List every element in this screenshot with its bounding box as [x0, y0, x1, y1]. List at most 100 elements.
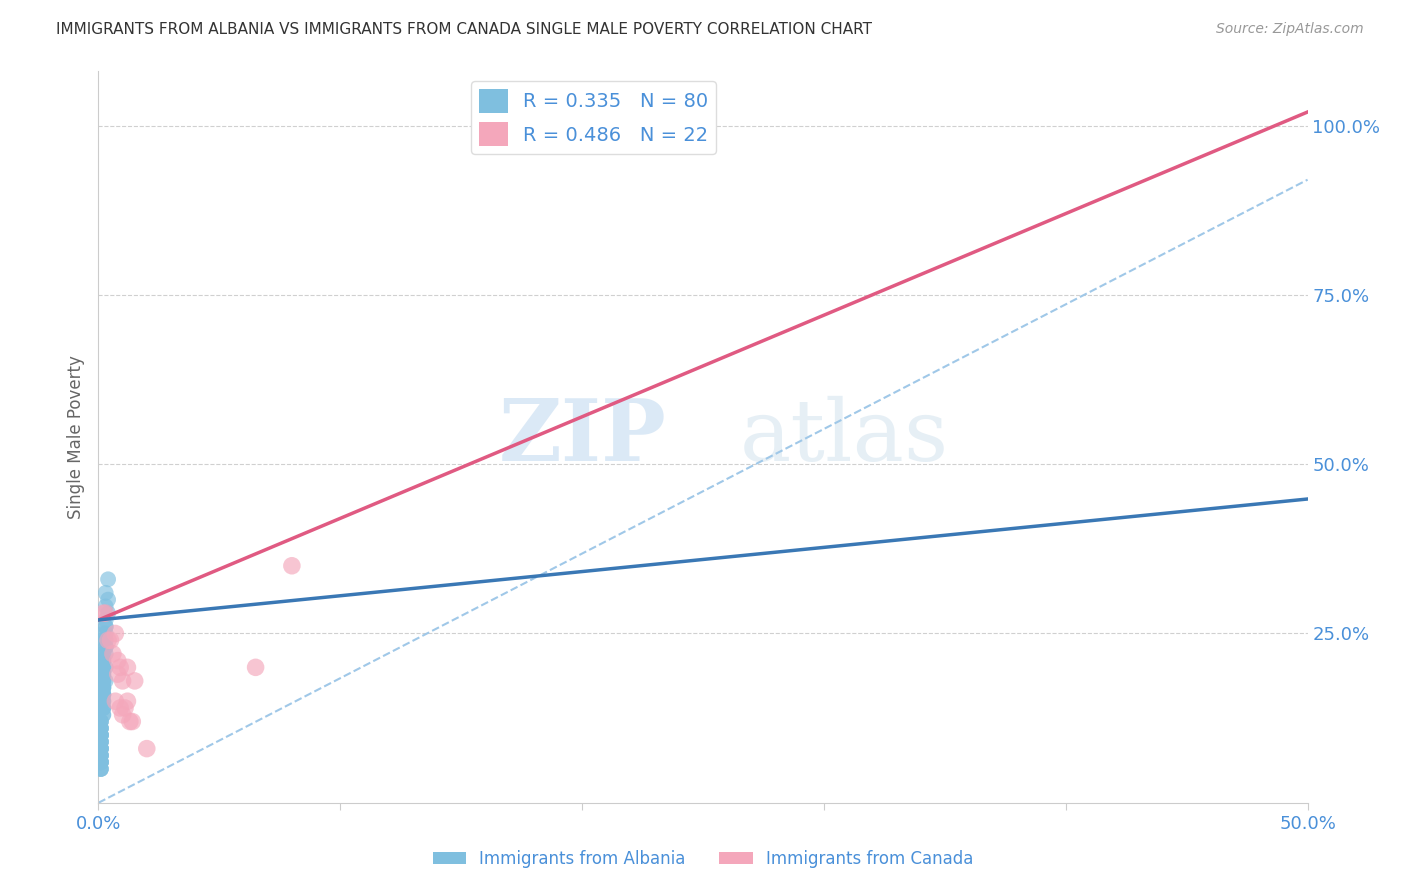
Point	[90, 748, 112, 763]
Point	[100, 633, 122, 648]
Point	[91, 654, 114, 668]
Point	[117, 694, 139, 708]
Point	[91, 707, 114, 722]
Point	[91, 660, 114, 674]
Point	[94, 626, 117, 640]
Point	[107, 654, 129, 668]
Point	[90, 755, 112, 769]
Point	[91, 667, 114, 681]
Point	[91, 647, 114, 661]
Point	[91, 606, 114, 620]
Point	[107, 667, 129, 681]
Point	[94, 660, 117, 674]
Point	[90, 721, 112, 735]
Point	[91, 654, 114, 668]
Point	[91, 681, 114, 695]
Point	[90, 755, 112, 769]
Point	[94, 640, 117, 654]
Point	[90, 748, 112, 763]
Point	[94, 640, 117, 654]
Point	[91, 647, 114, 661]
Text: IMMIGRANTS FROM ALBANIA VS IMMIGRANTS FROM CANADA SINGLE MALE POVERTY CORRELATIO: IMMIGRANTS FROM ALBANIA VS IMMIGRANTS FR…	[56, 22, 872, 37]
Point	[97, 592, 120, 607]
Point	[94, 647, 117, 661]
Point	[90, 748, 112, 763]
Point	[91, 701, 114, 715]
Point	[90, 728, 112, 742]
Point	[90, 741, 112, 756]
Point	[91, 701, 114, 715]
Point	[104, 694, 127, 708]
Point	[111, 673, 134, 688]
Y-axis label: Single Male Poverty: Single Male Poverty	[66, 355, 84, 519]
Point	[90, 721, 112, 735]
Point	[94, 613, 117, 627]
Point	[90, 741, 112, 756]
Point	[101, 647, 124, 661]
Point	[97, 572, 120, 586]
Point	[90, 728, 112, 742]
Point	[90, 762, 112, 776]
Text: Source: ZipAtlas.com: Source: ZipAtlas.com	[1216, 22, 1364, 37]
Point	[91, 694, 114, 708]
Point	[245, 660, 267, 674]
Point	[94, 673, 117, 688]
Point	[118, 714, 141, 729]
Point	[91, 701, 114, 715]
Point	[90, 728, 112, 742]
Point	[91, 673, 114, 688]
Point	[108, 660, 131, 674]
Point	[91, 688, 114, 702]
Legend: R = 0.335   N = 80, R = 0.486   N = 22: R = 0.335 N = 80, R = 0.486 N = 22	[471, 81, 716, 153]
Point	[90, 755, 112, 769]
Point	[91, 667, 114, 681]
Point	[90, 728, 112, 742]
Point	[90, 741, 112, 756]
Point	[108, 701, 131, 715]
Point	[90, 755, 112, 769]
Point	[94, 599, 117, 614]
Point	[94, 633, 117, 648]
Point	[90, 762, 112, 776]
Point	[91, 660, 114, 674]
Point	[90, 741, 112, 756]
Legend: Immigrants from Albania, Immigrants from Canada: Immigrants from Albania, Immigrants from…	[426, 844, 980, 875]
Point	[90, 714, 112, 729]
Point	[117, 660, 139, 674]
Point	[91, 681, 114, 695]
Point	[91, 688, 114, 702]
Point	[91, 681, 114, 695]
Point	[90, 714, 112, 729]
Text: atlas: atlas	[740, 395, 949, 479]
Point	[90, 741, 112, 756]
Point	[91, 694, 114, 708]
Point	[90, 721, 112, 735]
Point	[90, 735, 112, 749]
Point	[91, 707, 114, 722]
Point	[121, 714, 143, 729]
Point	[91, 654, 114, 668]
Point	[91, 688, 114, 702]
Point	[91, 660, 114, 674]
Point	[94, 620, 117, 634]
Point	[91, 681, 114, 695]
Point	[90, 748, 112, 763]
Point	[90, 714, 112, 729]
Point	[90, 762, 112, 776]
Point	[90, 721, 112, 735]
Point	[94, 606, 117, 620]
Point	[281, 558, 304, 573]
Point	[94, 586, 117, 600]
Point	[91, 688, 114, 702]
Point	[104, 626, 127, 640]
Point	[90, 735, 112, 749]
Text: ZIP: ZIP	[499, 395, 666, 479]
Point	[135, 741, 157, 756]
Point	[91, 667, 114, 681]
Point	[97, 633, 120, 648]
Point	[90, 735, 112, 749]
Point	[94, 620, 117, 634]
Point	[91, 673, 114, 688]
Point	[91, 633, 114, 648]
Point	[111, 707, 134, 722]
